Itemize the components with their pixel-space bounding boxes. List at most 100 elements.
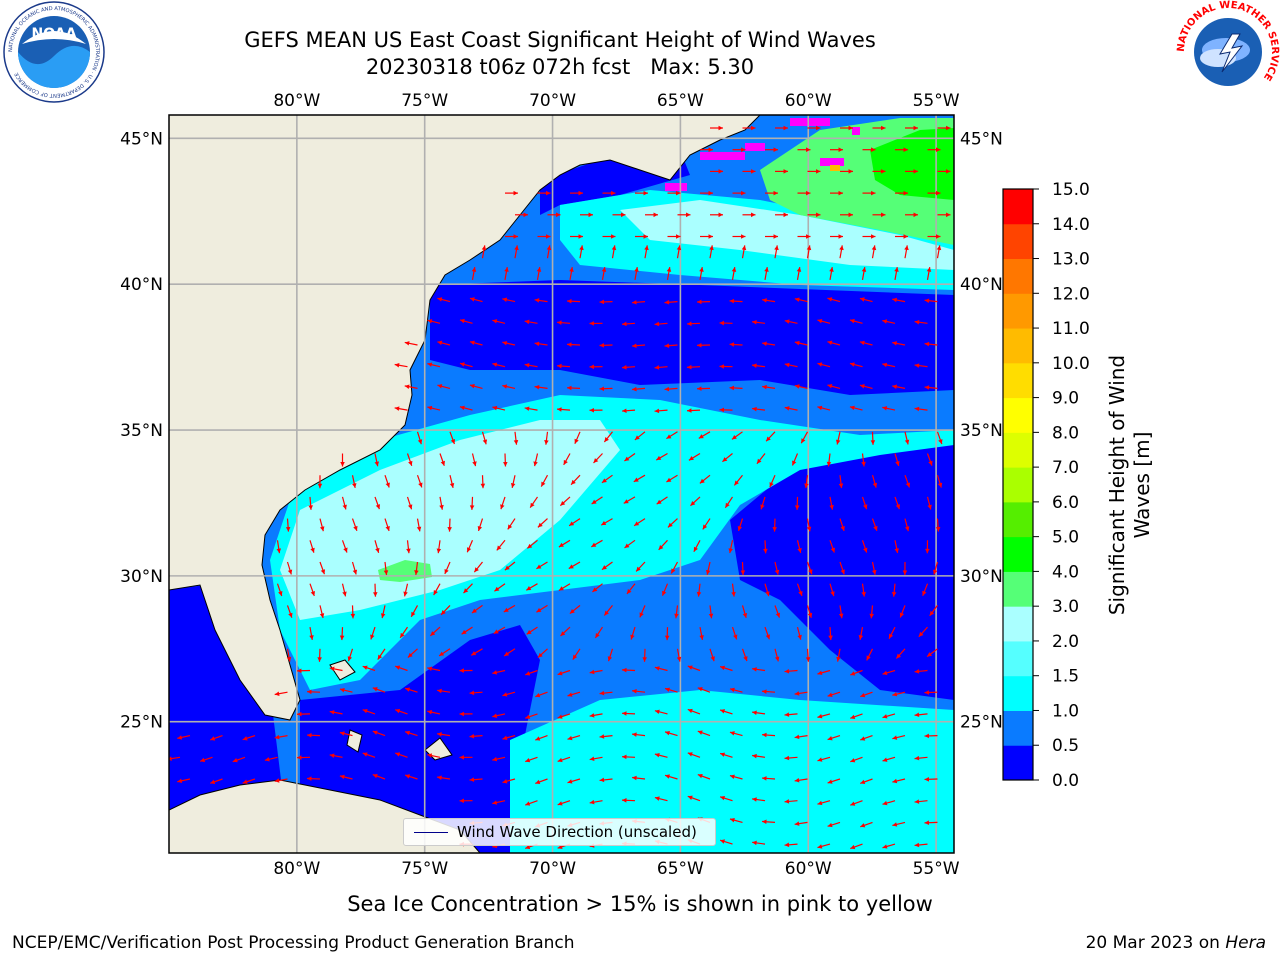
wave-arrow-head (827, 822, 833, 828)
wave-arrow-head (729, 342, 735, 347)
wave-arrow-head (411, 611, 416, 617)
wave-arrow-head (859, 297, 865, 302)
wave-arrow-head (687, 665, 693, 670)
wave-arrow-head (395, 708, 401, 714)
lat-label-left: 45°N (120, 129, 163, 149)
wave-arrow-head (469, 384, 475, 389)
wave-arrow-head (881, 169, 886, 174)
wave-arrow-head (676, 190, 681, 196)
wave-arrow-head (882, 406, 888, 411)
wave-arrow-head (817, 670, 823, 675)
wave-arrow-head (808, 569, 813, 575)
wave-arrow-head (276, 548, 282, 554)
wave-arrow-head (639, 612, 644, 618)
wave-arrow-head (733, 634, 738, 640)
sea-ice (665, 118, 860, 191)
wave-arrow-head (436, 548, 442, 554)
wave-arrow-head (913, 125, 918, 131)
wave-arrow-head (729, 687, 735, 693)
wave-arrow-head (896, 653, 902, 659)
wave-arrow-head (177, 778, 183, 784)
wave-arrow-head (404, 341, 410, 346)
wave-arrow-head (340, 462, 345, 467)
wave-arrow-head (405, 687, 411, 692)
wave-arrow-head (806, 190, 811, 196)
wave-arrow-head (806, 147, 811, 152)
wave-arrow-head (751, 212, 756, 218)
wave-arrow-head (624, 543, 630, 548)
colorbar-tick-label: 9.0 (1052, 389, 1079, 409)
wave-arrow-head (665, 730, 670, 736)
wave-arrow-head (383, 570, 389, 575)
wave-arrow-head (502, 692, 508, 697)
wave-arrow-head (459, 755, 464, 760)
wave-arrow-head (395, 752, 401, 757)
wave-arrow-head (546, 245, 552, 251)
wave-arrow-head (513, 190, 518, 196)
colorbar-tick-label: 0.5 (1052, 736, 1079, 756)
wave-arrow-head (903, 234, 908, 239)
wave-arrow-head (492, 362, 498, 367)
wave-arrow-head (622, 321, 627, 327)
wave-arrow-head (719, 364, 725, 369)
wave-arrow-head (762, 819, 767, 825)
wave-arrow-head (297, 755, 302, 760)
wave-arrow-head (914, 406, 920, 412)
wave-arrow-head (481, 245, 487, 251)
wave-arrow-head (838, 190, 843, 196)
wave-arrow-head (914, 363, 920, 368)
lon-label-top: 65°W (657, 91, 704, 111)
chart-subtitle: 20230318 t06z 072h fcst Max: 5.30 (365, 55, 755, 79)
wave-arrow-head (850, 714, 856, 719)
wave-arrow-head (827, 692, 833, 697)
wave-arrow-head (696, 591, 702, 597)
wave-arrow-head (307, 732, 312, 738)
wave-arrow-head (840, 569, 845, 575)
wave-arrow-head (836, 656, 841, 662)
wave-arrow-head (849, 362, 855, 367)
wave-arrow-head (797, 634, 802, 640)
wave-arrow-head (589, 756, 595, 762)
wave-arrow-head (572, 654, 578, 660)
wave-arrow-head (372, 687, 378, 692)
wave-arrow-head (784, 842, 790, 848)
wave-arrow-head (377, 654, 383, 660)
wave-arrow-head (513, 234, 518, 239)
colorbar-swatch (1003, 606, 1033, 642)
wave-arrow-head (762, 689, 767, 694)
wave-arrow-head (904, 439, 910, 445)
wave-arrow-head (493, 629, 499, 634)
wave-arrow-head (496, 545, 502, 551)
wave-arrow-head (827, 384, 833, 389)
wave-arrow-head (687, 364, 692, 370)
wave-arrow-head (466, 547, 472, 553)
wave-arrow-head (697, 687, 703, 692)
wave-arrow-head (817, 800, 823, 806)
wave-arrow-head (242, 779, 248, 784)
wave-arrow-head (525, 714, 531, 719)
wave-arrow-head (307, 776, 312, 781)
wave-arrow-head (665, 774, 670, 779)
wave-arrow-head (524, 363, 530, 368)
wave-arrow-head (557, 320, 562, 325)
colorbar-swatch (1003, 501, 1033, 538)
wave-arrow-head (557, 714, 563, 719)
wave-arrow-head (503, 461, 508, 467)
wave-arrow-head (914, 799, 920, 804)
wave-arrow-head (676, 234, 681, 239)
wave-arrow-head (622, 798, 627, 803)
colorbar-tick-label: 8.0 (1052, 423, 1079, 443)
wave-arrow-head (762, 732, 767, 738)
wave-arrow-head (632, 732, 637, 737)
wave-arrow-head (729, 731, 735, 736)
wave-arrow-head (459, 362, 465, 367)
wave-arrow-head (687, 708, 693, 714)
lon-label-bottom: 60°W (785, 859, 832, 879)
wave-arrow-head (783, 169, 788, 174)
wave-arrow-head (775, 612, 781, 618)
wave-arrow-head (882, 800, 888, 806)
wave-arrow-head (352, 569, 358, 575)
wave-arrow-head (924, 298, 930, 303)
wave-arrow-head (278, 591, 283, 596)
colorbar-tick-label: 12.0 (1052, 284, 1090, 304)
